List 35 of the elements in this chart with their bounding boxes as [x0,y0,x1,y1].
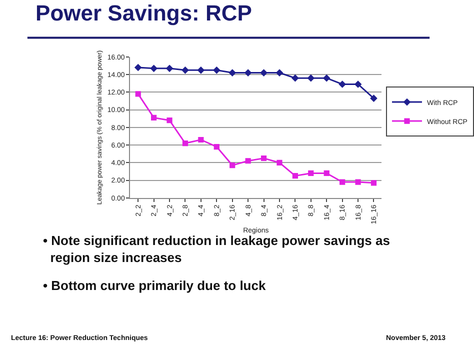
point [323,74,330,82]
point [214,144,220,150]
point [338,80,346,88]
point [276,69,284,76]
chart-title: Power Savings: RCP [36,0,252,26]
point [324,170,330,176]
point [260,155,267,162]
point [213,66,220,74]
point [340,179,346,185]
point [228,69,236,76]
point [292,74,299,82]
point [166,118,172,124]
point [182,140,188,146]
point [150,64,158,72]
point [307,74,314,82]
point [260,69,268,76]
point [354,80,362,88]
point [151,114,157,121]
point [292,173,298,179]
point [308,170,314,176]
point [166,64,174,72]
point [197,66,204,74]
point [245,158,251,164]
text: • Bottom curve primarily due to luck [43,278,266,293]
point [370,94,378,102]
point [135,91,141,97]
text: • Note significant reduction in leakage power savings as region size increases [43,233,390,265]
point [134,64,142,72]
point [230,162,236,168]
point [182,66,189,74]
point [355,179,361,185]
point [370,180,377,186]
point [198,136,204,143]
point [244,69,252,76]
point [276,160,282,166]
